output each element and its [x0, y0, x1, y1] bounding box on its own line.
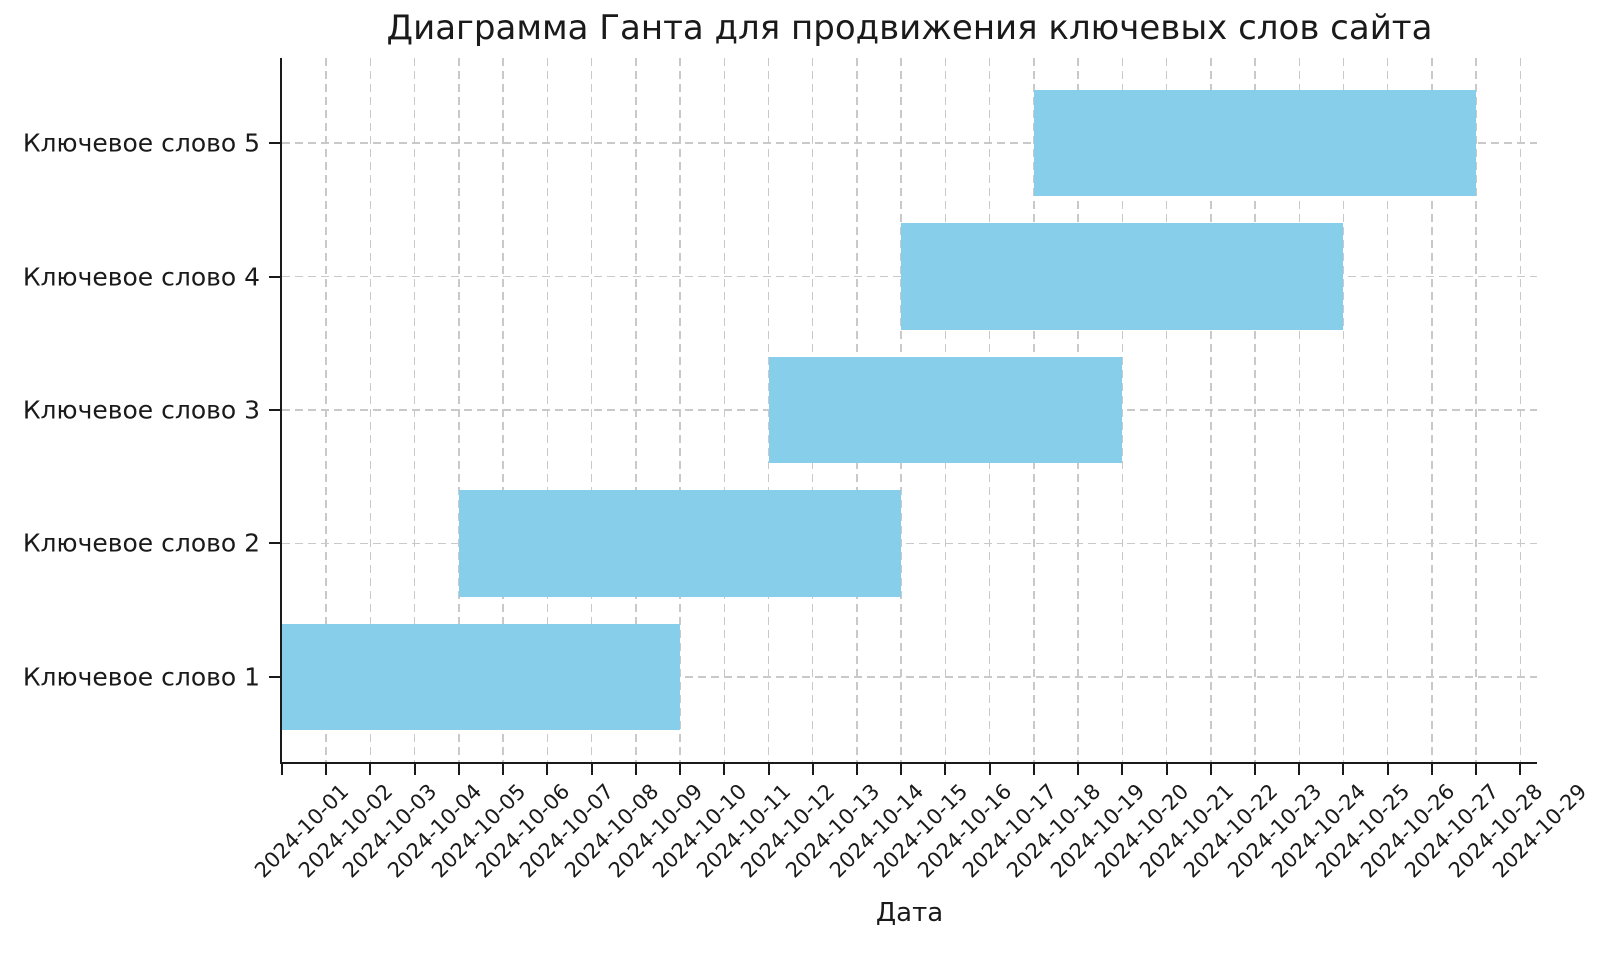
y-tick-label: Ключевое слово 2 [22, 528, 260, 558]
x-gridline [723, 58, 726, 762]
y-tick-label: Ключевое слово 3 [22, 395, 260, 425]
x-tick-mark [679, 764, 682, 775]
x-tick-mark [413, 764, 416, 775]
y-tick-label: Ключевое слово 1 [22, 662, 260, 692]
x-tick-mark [1519, 764, 1522, 775]
y-axis: Ключевое слово 1 Ключевое слово 2 Ключевое… [0, 58, 280, 762]
x-tick-mark [1342, 764, 1345, 775]
x-tick-mark [1298, 764, 1301, 775]
x-tick-mark [634, 764, 637, 775]
gantt-bar [282, 623, 681, 731]
x-gridline [1519, 58, 1522, 762]
x-tick-mark [1032, 764, 1035, 775]
x-tick-mark [1254, 764, 1257, 775]
chart-title: Диаграмма Ганта для продвижения ключевых… [386, 8, 1433, 48]
x-tick-mark [590, 764, 593, 775]
plot-area [280, 58, 1537, 764]
x-tick-mark [723, 764, 726, 775]
x-tick-mark [1209, 764, 1212, 775]
x-tick-mark [1165, 764, 1168, 775]
x-tick-mark [502, 764, 505, 775]
y-tick-label: Ключевое слово 5 [22, 128, 260, 158]
x-tick-mark [811, 764, 814, 775]
x-tick-mark [1386, 764, 1389, 775]
x-tick-mark [325, 764, 328, 775]
x-tick-mark [900, 764, 903, 775]
gantt-bar [1033, 89, 1477, 197]
x-tick-mark [281, 764, 283, 775]
gantt-bar [458, 490, 902, 597]
x-tick-mark [1121, 764, 1124, 775]
x-tick-mark [1475, 764, 1478, 775]
x-tick-mark [767, 764, 770, 775]
gantt-bar [768, 356, 1123, 464]
y-tick-mark [269, 409, 280, 411]
x-tick-mark [457, 764, 460, 775]
x-tick-mark [369, 764, 372, 775]
x-tick-mark [546, 764, 549, 775]
y-tick-label: Ключевое слово 4 [22, 262, 260, 291]
x-axis: 2024-10-01 2024-10-02 2024-10-03 2024-10-04… [250, 764, 1592, 954]
x-tick-mark [944, 764, 947, 775]
y-tick-mark [269, 675, 280, 678]
x-tick-mark [855, 764, 858, 775]
x-tick-mark [988, 764, 991, 775]
x-tick-mark [1430, 764, 1433, 775]
x-axis-title: Дата [875, 898, 944, 928]
y-tick-mark [269, 542, 280, 545]
y-tick-mark [269, 142, 280, 145]
gantt-bar [901, 223, 1344, 330]
x-tick-mark [1077, 764, 1080, 775]
y-tick-mark [269, 275, 280, 278]
